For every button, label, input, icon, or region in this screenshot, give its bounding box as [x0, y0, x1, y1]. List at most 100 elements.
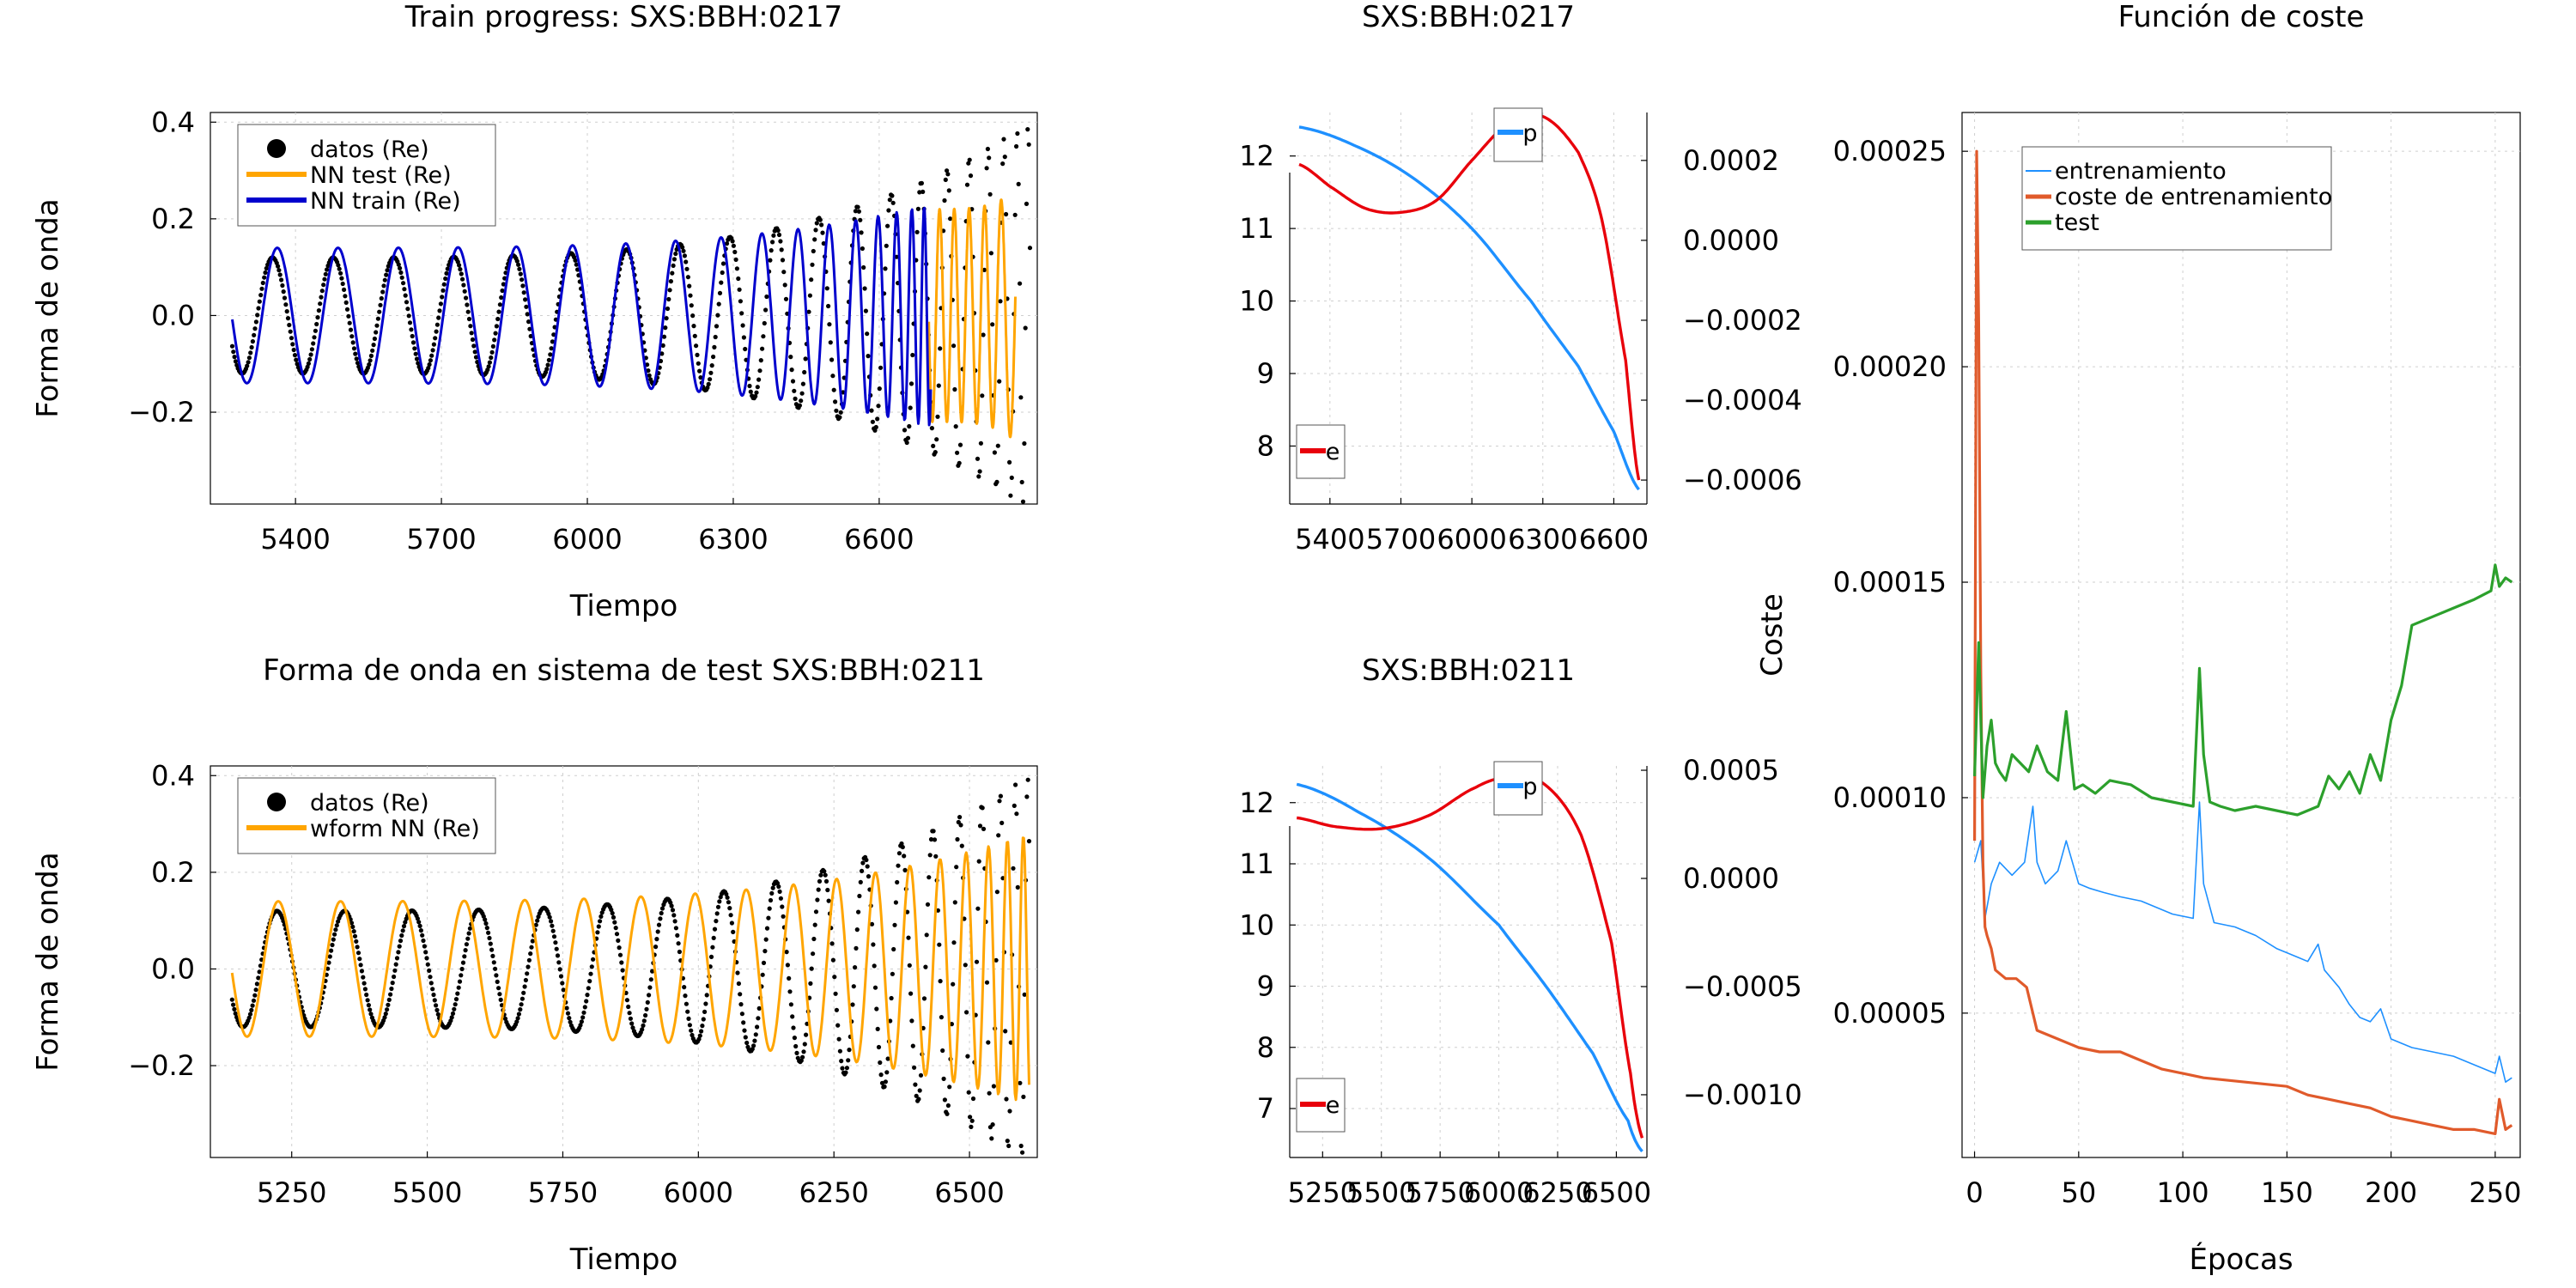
data-point — [809, 277, 814, 283]
data-point — [996, 833, 1001, 838]
data-point — [290, 342, 295, 347]
data-point — [784, 950, 789, 955]
data-point — [947, 1084, 952, 1090]
data-point — [846, 1058, 851, 1063]
data-point — [879, 1080, 885, 1085]
data-point — [233, 1011, 238, 1016]
data-point — [954, 865, 959, 870]
data-point — [491, 960, 496, 965]
data-point — [494, 324, 500, 329]
data-point — [687, 1023, 693, 1028]
data-point — [716, 301, 721, 307]
y-tick-label: 9 — [1257, 970, 1274, 1003]
data-point — [432, 998, 437, 1003]
data-point — [660, 343, 665, 348]
data-point — [724, 891, 729, 896]
data-point — [872, 985, 878, 990]
data-point — [413, 351, 418, 356]
data-point — [789, 368, 794, 373]
data-point — [890, 971, 895, 976]
data-point — [925, 902, 931, 907]
data-point — [907, 423, 912, 429]
data-point — [464, 942, 470, 947]
data-point — [585, 993, 590, 998]
data-point — [981, 332, 986, 337]
data-point — [550, 923, 555, 928]
data-point — [670, 908, 676, 913]
x-tick-label: 100 — [2157, 1176, 2209, 1209]
data-point — [801, 1049, 806, 1054]
data-point — [496, 309, 501, 314]
data-point — [667, 288, 672, 293]
data-point — [312, 335, 317, 340]
data-point — [834, 1007, 840, 1012]
data-point — [465, 302, 470, 307]
data-point — [761, 334, 766, 339]
data-point — [792, 1036, 798, 1041]
data-point — [499, 295, 504, 301]
data-point — [535, 918, 540, 923]
data-point — [827, 322, 832, 327]
data-point — [1023, 325, 1028, 331]
data-point — [386, 997, 392, 1002]
data-point — [974, 959, 980, 964]
data-point — [861, 264, 866, 270]
data-point — [755, 385, 760, 390]
chart-title: SXS:BBH:0211 — [1362, 653, 1575, 688]
y-tick-label-right: −0.0005 — [1683, 970, 1802, 1003]
data-point — [886, 208, 891, 213]
data-point — [904, 440, 909, 446]
data-point — [834, 408, 839, 413]
data-point — [866, 874, 872, 879]
data-point — [737, 287, 742, 292]
data-point — [457, 263, 462, 268]
data-point — [549, 919, 554, 924]
data-point — [641, 1018, 647, 1024]
data-point — [671, 263, 676, 268]
data-point — [990, 1122, 995, 1127]
data-point — [712, 344, 717, 349]
data-point — [545, 362, 550, 368]
x-tick-label: 5400 — [1295, 523, 1364, 556]
data-point — [684, 266, 690, 271]
data-point — [733, 257, 738, 262]
data-point — [687, 283, 692, 289]
data-point — [860, 860, 866, 866]
data-point — [305, 364, 310, 369]
data-point — [712, 927, 718, 932]
data-point — [1000, 161, 1005, 167]
x-tick-label: 5250 — [257, 1176, 326, 1209]
legend-box — [237, 777, 496, 854]
data-point — [672, 919, 677, 924]
data-point — [715, 313, 720, 318]
data-point — [264, 265, 269, 271]
data-point — [876, 1044, 882, 1050]
data-point — [1004, 1097, 1009, 1102]
data-point — [231, 349, 236, 355]
data-point — [259, 286, 264, 291]
data-point — [816, 887, 821, 892]
data-point — [740, 323, 745, 328]
data-point — [316, 308, 321, 313]
data-point — [753, 1032, 758, 1037]
data-point — [938, 979, 943, 984]
data-point — [951, 981, 956, 987]
data-point — [416, 361, 421, 366]
data-point — [428, 975, 433, 980]
data-point — [1015, 131, 1020, 137]
data-point — [756, 1005, 762, 1011]
x-tick-label: 50 — [2061, 1176, 2096, 1209]
data-point — [683, 259, 689, 264]
data-point — [717, 899, 722, 904]
data-point — [817, 878, 823, 884]
data-point — [381, 283, 386, 289]
data-point — [431, 992, 436, 998]
data-point — [819, 222, 824, 228]
data-point — [314, 321, 319, 327]
data-point — [465, 936, 471, 941]
data-point — [781, 914, 786, 919]
data-point — [696, 1036, 702, 1042]
data-point — [427, 968, 432, 973]
data-point — [613, 926, 618, 931]
data-point — [307, 356, 313, 362]
